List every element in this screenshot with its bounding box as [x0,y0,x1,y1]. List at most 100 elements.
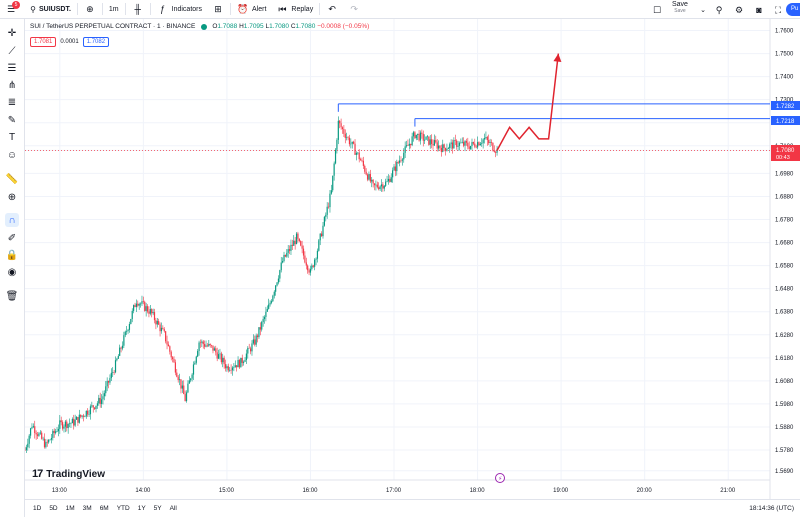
redo-button[interactable]: ↷ [343,0,365,19]
candle-body [375,184,377,186]
candle-body [457,145,459,147]
candle-body [348,137,351,145]
toolbar-divider [149,3,151,15]
candle-body [205,345,207,347]
sell-button[interactable]: 1.7081 [30,37,57,47]
horizontal-lines-tool-icon[interactable]: ☰ [7,62,17,74]
text-tool-icon[interactable]: T [8,131,16,143]
range-button-6m[interactable]: 6M [99,505,109,512]
range-button-5d[interactable]: 5D [49,505,58,512]
search-icon: ⚲ [30,4,36,14]
eye-icon[interactable]: ◉ [7,266,17,278]
buy-button[interactable]: 1.7082 [82,37,110,47]
candle-body [49,439,51,441]
candle-body [234,365,236,368]
candle-body [422,133,424,141]
indicators-button[interactable]: ƒ Indicators [152,0,207,19]
candle-body [366,174,369,180]
replay-button[interactable]: ⏮ Replay [271,0,318,19]
range-button-1d[interactable]: 1D [33,505,42,512]
templates-button[interactable]: ⊞ [207,0,229,19]
candle-body [485,137,487,139]
range-button-5y[interactable]: 5Y [153,505,162,512]
range-button-1y[interactable]: 1Y [137,505,146,512]
candle-body [379,186,381,190]
pitchfork-tool-icon[interactable]: ⋔ [7,79,17,91]
candle-body [288,249,291,251]
save-dropdown-button[interactable]: ⌄ [697,4,709,16]
candle-body [327,206,330,208]
utc-clock[interactable]: 18:14:36 (UTC) [749,505,794,512]
select-layout-button[interactable]: ☐ [651,4,663,16]
crosshair-tool-icon[interactable]: ✛ [7,27,17,39]
candle-body [89,406,92,415]
trash-icon[interactable]: 🗑 [5,290,19,302]
zoom-in-tool-icon[interactable]: ⊕ [7,191,17,203]
indicators-icon: ƒ [160,4,166,14]
settings-button[interactable]: ⚙ [733,4,745,16]
candle-body [121,345,124,349]
brush-tool-icon[interactable]: ✎ [7,114,17,126]
tradingview-logo-text: TradingView [46,468,105,480]
alert-button[interactable]: ⏰ Alert [232,0,271,19]
change-value: −0.0008 (−0.05%) [317,23,370,30]
candle-body [223,357,225,365]
trend-line-tool-icon[interactable]: ⟋ [8,45,16,57]
layout-grid-icon: ⊞ [214,3,222,14]
interval-button[interactable]: 1m [104,0,124,19]
candle-body [323,216,325,226]
candle-body [46,441,48,443]
fib-retracement-tool-icon[interactable]: ≣ [7,96,17,108]
close-prefix: C [290,23,296,30]
projection-zigzag[interactable] [496,53,560,151]
candle-body [209,343,211,346]
ruler-tool-icon[interactable]: 📏 [5,173,19,185]
candle-body [241,357,243,363]
tradingview-logo[interactable]: 17 TradingView [32,468,105,480]
candle-body [440,147,442,152]
stay-in-drawing-mode-icon[interactable]: ✐ [7,232,17,244]
candle-body [417,133,419,135]
quick-search-button[interactable]: ⚲ [713,4,725,16]
compare-add-symbol-button[interactable]: ⊕ [79,0,101,19]
symbol-search-button[interactable]: ⚲ SUIUSDT. [22,0,76,19]
candle-body [249,348,252,352]
emoji-tool-icon[interactable]: ☺ [6,149,18,161]
range-button-ytd[interactable]: YTD [116,505,130,512]
main-menu-button[interactable]: ☰ 5 [0,0,22,19]
candle-body [162,327,164,330]
candle-body [119,347,121,356]
fullscreen-button[interactable]: ⛶ [772,4,784,16]
candle-body [272,295,274,302]
range-button-1m[interactable]: 1M [65,505,75,512]
candle-body [304,255,306,263]
candle-body [282,261,284,263]
lightning-marker[interactable]: ⚡ [495,473,505,483]
snapshot-button[interactable]: ◙ [753,4,765,16]
magnet-tool-icon[interactable]: ∩ [5,213,19,227]
candle-body [216,352,218,359]
lock-icon[interactable]: 🔒 [5,249,19,261]
gear-icon: ⚙ [734,4,744,15]
lightning-circle [495,473,505,483]
price-tick-label: 1.5690 [775,469,794,475]
range-button-3m[interactable]: 3M [82,505,92,512]
price-chart[interactable]: 1.76001.75001.74001.73001.72001.71001.70… [25,19,800,499]
range-button-all[interactable]: All [169,505,177,512]
publish-button[interactable]: Pu [786,3,800,16]
notification-badge: 5 [12,0,20,9]
candle-body [197,351,199,357]
candle-body [309,268,312,273]
candle-body [435,140,437,143]
candle-body [95,405,97,409]
price-tick-label: 1.6380 [775,310,794,316]
candle-body [493,150,495,152]
chart-type-button[interactable]: ╫ [127,0,149,19]
candle-body [60,420,62,423]
save-button[interactable]: Save Save [672,1,688,14]
undo-button[interactable]: ↶ [321,0,343,19]
price-tick-label: 1.6280 [775,333,794,339]
legend-title[interactable]: SUI / TetherUS PERPETUAL CONTRACT · 1 · … [30,23,196,30]
candle-body [159,324,161,332]
candle-body [220,353,222,363]
